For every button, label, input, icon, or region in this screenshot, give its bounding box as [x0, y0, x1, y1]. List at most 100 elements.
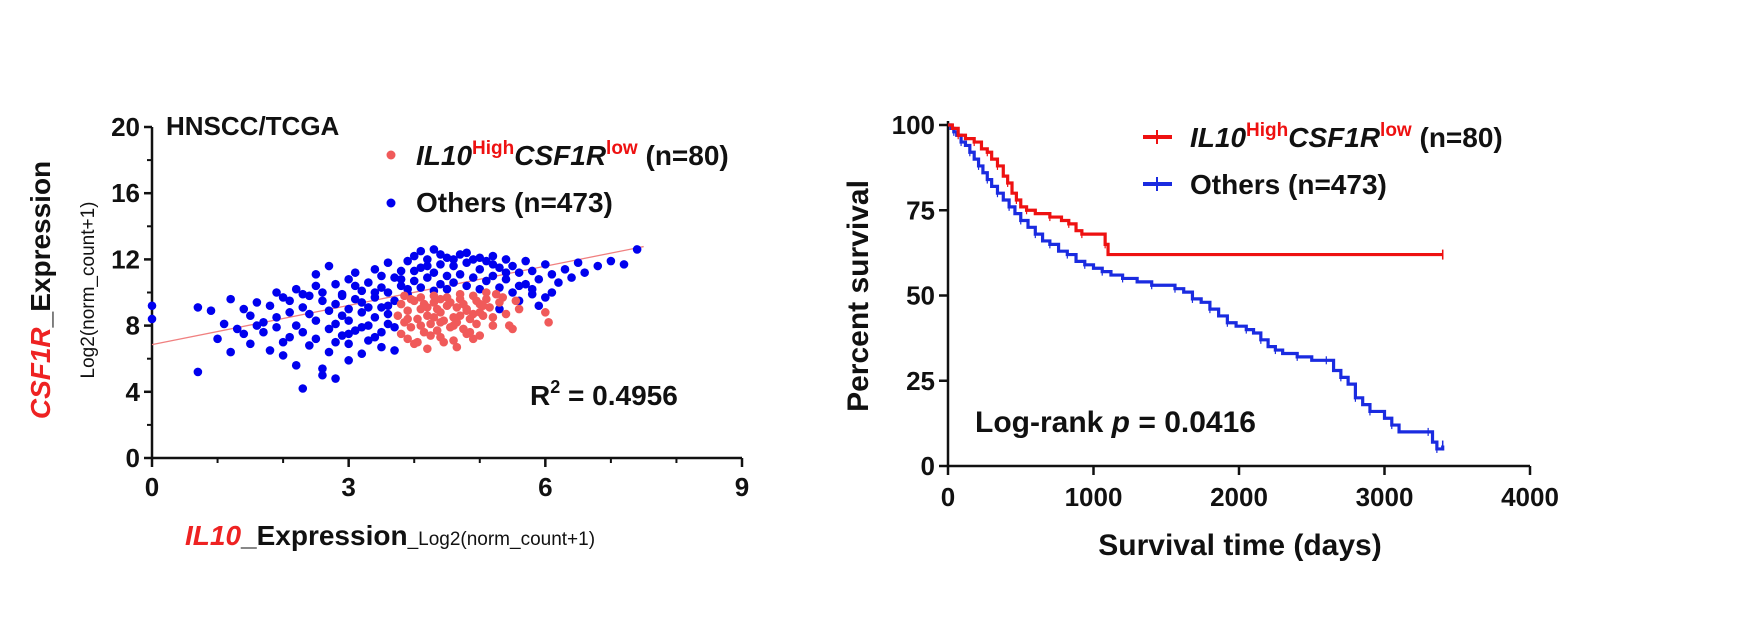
- scatter-y-tick-label: 0: [126, 443, 140, 473]
- scatter-point-other: [350, 281, 360, 291]
- scatter-point-other: [423, 261, 432, 271]
- scatter-point-other: [318, 370, 327, 380]
- scatter-point-other: [541, 260, 550, 269]
- scatter-point-other: [495, 304, 504, 314]
- scatter-point-other: [344, 316, 353, 325]
- scatter-point-highlight: [432, 304, 442, 314]
- scatter-point-other: [331, 337, 340, 347]
- scatter-point-other: [527, 266, 537, 276]
- scatter-point-other: [390, 296, 399, 306]
- scatter-point-other: [350, 294, 360, 304]
- scatter-point-other: [423, 273, 432, 282]
- scatter-point-highlight: [459, 299, 468, 309]
- scatter-point-other: [416, 246, 426, 256]
- scatter-point-other: [501, 255, 511, 264]
- scatter-point-other: [285, 296, 294, 306]
- scatter-point-other: [501, 274, 511, 284]
- scatter-y-axis-title: CSF1R_Expression: [25, 161, 56, 419]
- scatter-point-highlight: [462, 306, 471, 316]
- scatter-point-highlight: [465, 314, 475, 324]
- scatter-point-other: [416, 263, 426, 272]
- scatter-point-other: [246, 311, 255, 320]
- scatter-point-other: [429, 268, 439, 277]
- scatter-point-other: [462, 248, 471, 258]
- scatter-point-highlight: [482, 294, 491, 304]
- scatter-point-other: [514, 281, 524, 291]
- scatter-point-other: [383, 258, 393, 268]
- survival-y-tick-label: 0: [921, 451, 935, 481]
- scatter-point-highlight: [403, 306, 412, 316]
- scatter-point-other: [442, 271, 452, 281]
- scatter-point-other: [370, 288, 380, 297]
- scatter-point-other: [318, 364, 327, 373]
- scatter-point-highlight: [541, 308, 550, 317]
- scatter-point-highlight: [452, 303, 462, 312]
- survival-panel: 0 25 50 75 100 0 1000 2000 3000 4000 IL10HighCSF…: [842, 110, 1559, 562]
- scatter-point-other: [383, 288, 393, 297]
- scatter-point-highlight: [403, 314, 412, 324]
- scatter-point-highlight: [419, 299, 429, 309]
- scatter-point-other: [252, 321, 262, 330]
- scatter-point-highlight: [468, 334, 478, 344]
- survival-x-tick-label: 4000: [1501, 482, 1559, 512]
- scatter-point-other: [364, 336, 373, 345]
- scatter-y-axis: 0 4 8 12 16 20: [111, 112, 154, 473]
- scatter-point-other: [423, 255, 432, 264]
- scatter-point-other: [337, 331, 347, 340]
- scatter-point-other: [278, 337, 288, 347]
- scatter-point-highlight: [426, 331, 435, 340]
- scatter-point-other: [239, 304, 249, 314]
- scatter-point-other: [449, 278, 458, 287]
- scatter-x-tick-label: 6: [538, 472, 552, 502]
- survival-curves: [948, 123, 1445, 453]
- scatter-point-other: [508, 288, 517, 297]
- scatter-point-other: [521, 279, 530, 289]
- scatter-point-other: [495, 283, 504, 292]
- scatter-point-other: [298, 303, 308, 312]
- scatter-point-highlight: [406, 294, 416, 304]
- scatter-point-other: [357, 349, 367, 359]
- scatter-point-other: [298, 289, 308, 299]
- scatter-point-other: [377, 303, 386, 312]
- scatter-point-highlight: [406, 322, 416, 332]
- scatter-point-other: [239, 329, 249, 339]
- scatter-point-other: [324, 261, 334, 271]
- scatter-point-highlight: [452, 342, 462, 352]
- scatter-point-other: [298, 327, 308, 337]
- scatter-point-other: [291, 321, 301, 330]
- scatter-point-other: [560, 265, 570, 274]
- scatter-x-axis-title: IL10_Expression_Log2(norm_count+1): [185, 520, 595, 551]
- scatter-point-other: [226, 294, 235, 304]
- scatter-y-tick-label: 8: [126, 311, 140, 341]
- scatter-point-other: [606, 256, 616, 266]
- scatter-point-highlight: [429, 313, 439, 322]
- scatter-point-highlight: [544, 317, 553, 327]
- scatter-point-highlight: [455, 289, 465, 299]
- scatter-y-tick-label: 16: [111, 178, 140, 208]
- scatter-point-highlight: [498, 293, 508, 302]
- scatter-point-other: [436, 250, 445, 259]
- scatter-point-other: [232, 324, 242, 334]
- scatter-point-other: [508, 261, 517, 271]
- scatter-point-other: [541, 293, 550, 302]
- scatter-point-other: [298, 384, 308, 393]
- legend-label-highlight: IL10HighCSF1Rlow (n=80): [416, 138, 729, 171]
- scatter-point-other: [403, 256, 412, 266]
- scatter-point-highlight: [465, 327, 475, 337]
- scatter-point-highlight: [449, 336, 458, 345]
- scatter-point-other: [377, 283, 386, 292]
- scatter-point-other: [436, 260, 445, 269]
- scatter-point-other: [390, 346, 399, 355]
- scatter-point-highlight: [455, 311, 465, 320]
- scatter-point-other: [291, 284, 301, 294]
- scatter-point-highlight: [478, 301, 488, 311]
- scatter-point-other: [311, 334, 321, 344]
- scatter-point-other: [331, 299, 340, 309]
- legend-marker-highlight: [386, 150, 396, 160]
- highlight-points: [393, 288, 553, 354]
- survival-x-axis-title: Survival time (days): [1098, 529, 1381, 562]
- scatter-point-other: [442, 284, 452, 294]
- scatter-point-other: [468, 273, 478, 282]
- scatter-point-other: [370, 265, 380, 274]
- scatter-point-highlight: [393, 311, 403, 320]
